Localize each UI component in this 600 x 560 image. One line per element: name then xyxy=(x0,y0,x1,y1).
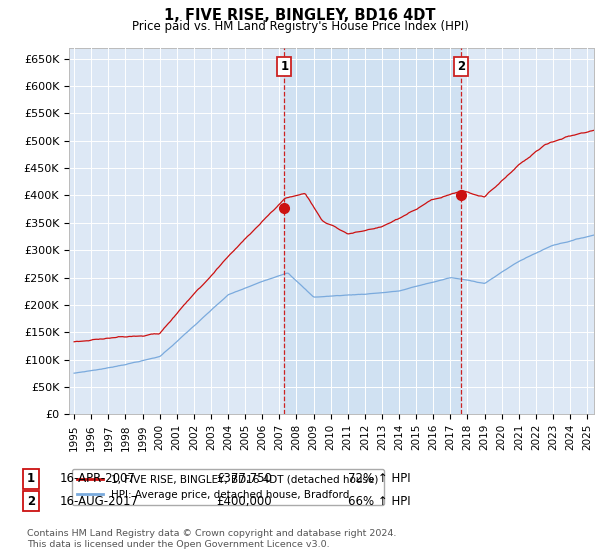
Text: 1: 1 xyxy=(27,472,35,486)
Text: 72% ↑ HPI: 72% ↑ HPI xyxy=(348,472,410,486)
Text: 1, FIVE RISE, BINGLEY, BD16 4DT: 1, FIVE RISE, BINGLEY, BD16 4DT xyxy=(164,8,436,24)
Text: 2: 2 xyxy=(27,494,35,508)
Text: £377,750: £377,750 xyxy=(216,472,272,486)
Text: 2: 2 xyxy=(457,60,465,73)
Legend: 1, FIVE RISE, BINGLEY, BD16 4DT (detached house), HPI: Average price, detached h: 1, FIVE RISE, BINGLEY, BD16 4DT (detache… xyxy=(71,469,384,505)
Text: Contains HM Land Registry data © Crown copyright and database right 2024.
This d: Contains HM Land Registry data © Crown c… xyxy=(27,529,397,549)
Bar xyxy=(284,48,461,414)
Text: 16-AUG-2017: 16-AUG-2017 xyxy=(60,494,139,508)
Text: 1: 1 xyxy=(280,60,289,73)
Text: Price paid vs. HM Land Registry's House Price Index (HPI): Price paid vs. HM Land Registry's House … xyxy=(131,20,469,32)
Text: £400,000: £400,000 xyxy=(216,494,272,508)
Text: 66% ↑ HPI: 66% ↑ HPI xyxy=(348,494,410,508)
Text: 16-APR-2007: 16-APR-2007 xyxy=(60,472,136,486)
